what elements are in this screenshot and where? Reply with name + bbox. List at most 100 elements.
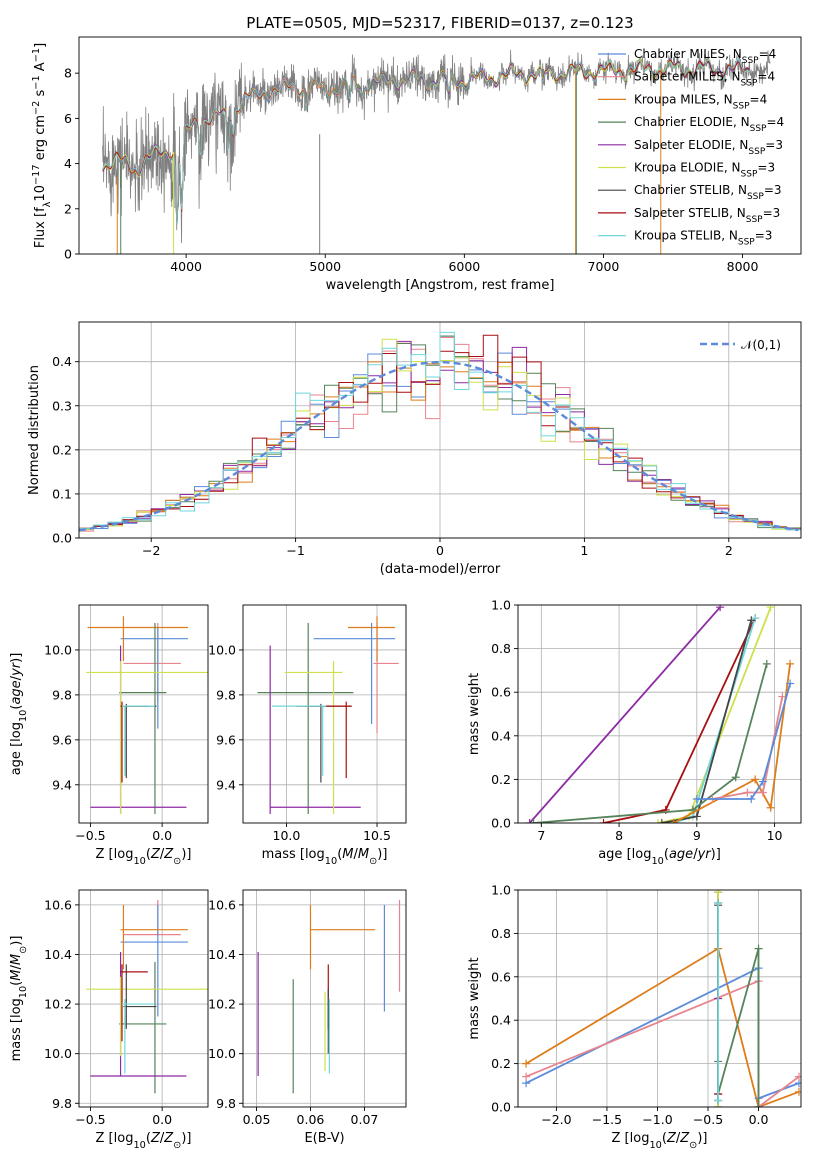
weight-line (529, 606, 721, 823)
age_vs_mass-axes (243, 605, 406, 823)
weight_vs_age-ylabel: mass weight (467, 673, 482, 755)
residuals-xlabel: (data-model)/error (380, 562, 501, 577)
weight_vs_age-plot (525, 605, 795, 823)
weight-marker (758, 777, 767, 786)
legend-entry: Chabrier MILES, NSSP=4 (634, 47, 776, 66)
mass_vs_ebv-frame (242, 889, 407, 1108)
weight_vs_age-frame (517, 604, 802, 824)
weight-marker (766, 605, 775, 612)
weight-marker (714, 899, 723, 908)
x-tick-label: 0.0 (152, 1112, 172, 1127)
y-tick-label: 0.8 (491, 641, 511, 656)
weight-marker (766, 803, 775, 812)
legend-entry: Kroupa ELODIE, NSSP=3 (634, 161, 775, 180)
weight-line (696, 683, 791, 800)
y-tick-label: 10.6 (208, 897, 236, 912)
y-tick-label: 9.6 (216, 732, 236, 747)
weight-line (525, 947, 800, 1107)
x-tick-label: 7 (537, 828, 545, 843)
y-tick-label: 0.6 (491, 969, 511, 984)
residuals-ylabel: Normed distribution (27, 365, 42, 495)
weight-line (533, 663, 768, 823)
x-tick-label: −0.5 (75, 1112, 105, 1127)
y-tick-label: 8 (64, 66, 72, 81)
weight-marker (794, 1087, 801, 1096)
weight-marker (754, 944, 763, 953)
y-tick-label: 6 (64, 111, 72, 126)
weight-marker (522, 1059, 531, 1068)
weight-marker (529, 819, 538, 823)
mass_vs_Z-ylabel: mass [log10(M/M⊙)] (9, 936, 29, 1062)
observed-spectrum (102, 49, 771, 244)
x-tick-label: 0.06 (297, 1112, 325, 1127)
y-tick-label: 9.6 (52, 732, 72, 747)
weight-marker (758, 788, 767, 797)
weight_vs_Z-xlabel: Z [log10(Z/Z⊙)] (612, 1131, 708, 1151)
y-tick-label: 0.0 (491, 816, 511, 831)
weight_vs_Z-frame (517, 889, 802, 1108)
weight-marker (743, 788, 752, 797)
legend-normal: 𝒩(0,1) (741, 338, 781, 352)
y-tick-label: 0.8 (491, 926, 511, 941)
weight-marker (778, 692, 787, 701)
x-tick-label: 2 (725, 543, 733, 558)
x-tick-label: −2.0 (541, 1112, 571, 1127)
y-tick-label: 0.3 (52, 398, 72, 413)
weight-marker (714, 1096, 723, 1105)
x-tick-label: 6000 (448, 259, 480, 274)
spectrum-plot (102, 49, 771, 254)
x-tick-label: 1 (580, 543, 588, 558)
y-tick-label: 2 (64, 201, 72, 216)
age_vs_Z-axes (79, 605, 208, 823)
x-tick-label: 0.07 (351, 1112, 379, 1127)
y-tick-label: 9.8 (216, 1096, 236, 1111)
y-tick-label: 10.6 (44, 897, 72, 912)
residuals-plot (79, 331, 801, 534)
y-tick-label: 1.0 (491, 883, 511, 898)
age_vs_Z-frame (78, 604, 209, 824)
mass_vs_Z-axes (79, 890, 208, 1107)
x-tick-label: −2 (142, 543, 160, 558)
weight-marker (716, 605, 725, 612)
legend-entry: Salpeter STELIB, NSSP=3 (634, 206, 780, 225)
y-tick-label: 9.4 (216, 777, 236, 792)
x-tick-label: 0 (436, 543, 444, 558)
spectrum-xlabel: wavelength [Angstrom, rest frame] (326, 278, 555, 293)
spectrum-ylabel: Flux [fλ10−17 erg cm−2 s−1 A−1] (31, 43, 53, 248)
spectrum-legend (598, 53, 626, 237)
x-tick-label: −0.5 (693, 1112, 723, 1127)
weight-marker (747, 795, 756, 804)
mass_vs_ebv-xlabel: E(B-V) (304, 1131, 344, 1146)
legend-entry: Salpeter MILES, NSSP=4 (634, 70, 775, 89)
y-tick-label: 10.2 (44, 997, 72, 1012)
weight-marker (794, 1072, 801, 1081)
y-tick-label: 10.0 (208, 642, 236, 657)
residual-histogram (79, 340, 801, 532)
age_vs_Z-plot (86, 616, 208, 815)
weight-marker (751, 614, 760, 623)
y-tick-label: 10.0 (44, 1046, 72, 1061)
normal-curve (79, 360, 799, 532)
weight-marker (525, 819, 534, 823)
figure-title: PLATE=0505, MJD=52317, FIBERID=0137, z=0… (246, 14, 633, 32)
weight-marker (669, 819, 678, 823)
y-tick-label: 10.4 (44, 947, 72, 962)
weight-marker (522, 1072, 531, 1081)
weight-marker (751, 775, 760, 784)
weight_vs_Z-plot (522, 890, 801, 1107)
x-tick-label: −1.0 (642, 1112, 672, 1127)
y-tick-label: 0.0 (52, 531, 72, 546)
spectrum-frame (78, 36, 802, 255)
weight_vs_age-xlabel: age [log10(age/yr)] (598, 847, 721, 867)
mass_vs_ebv-plot (257, 899, 401, 1094)
model-spectrum (102, 58, 750, 224)
weight-marker (653, 819, 662, 823)
legend-entry: Kroupa MILES, NSSP=4 (634, 92, 767, 111)
x-tick-label: 8 (615, 828, 623, 843)
age_vs_Z-xlabel: Z [log10(Z/Z⊙)] (96, 847, 192, 867)
x-tick-label: −1.5 (592, 1112, 622, 1127)
weight-marker (657, 819, 666, 823)
y-tick-label: 1.0 (491, 598, 511, 613)
legend-entry: Chabrier STELIB, NSSP=3 (634, 183, 782, 202)
y-tick-label: 0.2 (491, 1056, 511, 1071)
